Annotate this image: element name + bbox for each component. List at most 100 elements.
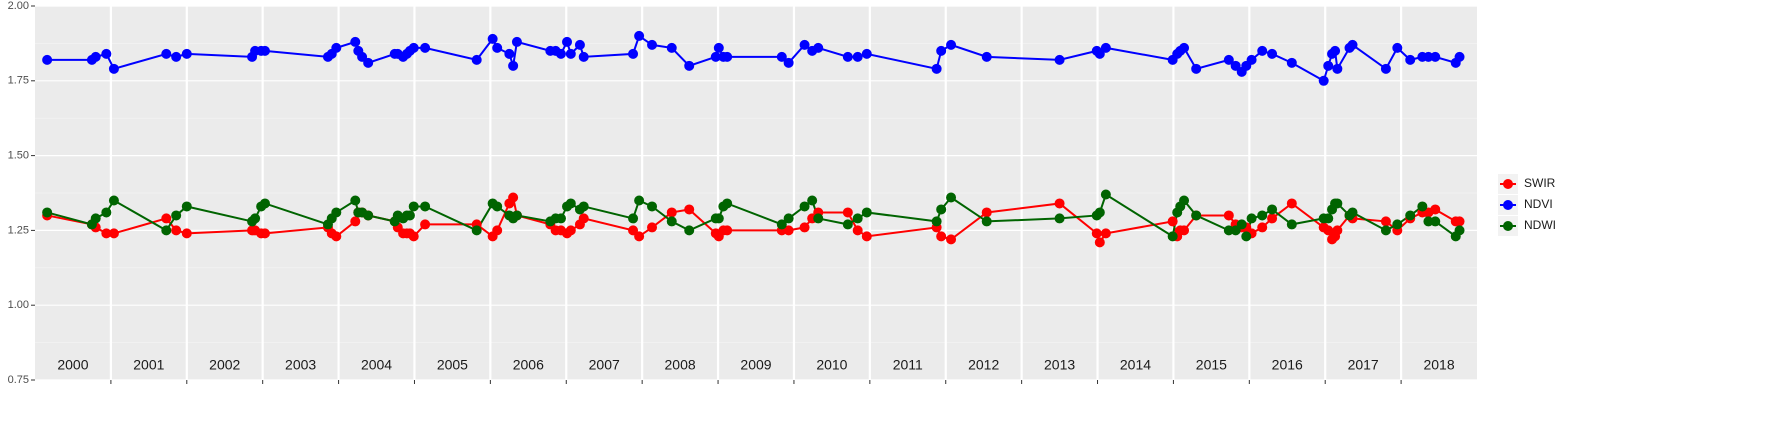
data-point bbox=[1257, 45, 1268, 56]
data-point bbox=[861, 231, 872, 242]
year-label: 2018 bbox=[1423, 357, 1454, 373]
data-point bbox=[578, 213, 589, 224]
data-point bbox=[108, 63, 119, 74]
year-label: 2009 bbox=[740, 357, 771, 373]
data-point bbox=[852, 51, 863, 62]
data-point bbox=[408, 201, 419, 212]
data-point bbox=[161, 48, 172, 59]
data-point bbox=[1430, 204, 1441, 215]
data-point bbox=[42, 54, 53, 65]
data-point bbox=[722, 198, 733, 209]
data-point bbox=[511, 210, 522, 221]
data-point bbox=[1347, 207, 1358, 218]
data-point bbox=[647, 201, 658, 212]
data-point bbox=[1054, 213, 1065, 224]
year-label: 2008 bbox=[665, 357, 696, 373]
data-point bbox=[161, 225, 172, 236]
data-point bbox=[250, 213, 261, 224]
data-point bbox=[1179, 42, 1190, 53]
data-point bbox=[1100, 228, 1111, 239]
data-point bbox=[574, 39, 585, 50]
data-point bbox=[508, 192, 519, 203]
year-label: 2011 bbox=[893, 357, 923, 373]
data-point bbox=[1167, 231, 1178, 242]
year-label: 2002 bbox=[209, 357, 240, 373]
data-point bbox=[1223, 210, 1234, 221]
data-point bbox=[1332, 63, 1343, 74]
year-label: 2016 bbox=[1272, 357, 1303, 373]
y-tick-label: 1.25 bbox=[8, 224, 29, 236]
data-point bbox=[1236, 219, 1247, 230]
data-point bbox=[628, 48, 639, 59]
data-point bbox=[628, 213, 639, 224]
y-tick-label: 1.50 bbox=[8, 150, 29, 162]
data-point bbox=[404, 210, 415, 221]
data-point bbox=[42, 207, 53, 218]
data-point bbox=[101, 228, 112, 239]
year-label: 2005 bbox=[437, 357, 468, 373]
data-point bbox=[181, 201, 192, 212]
data-point bbox=[1223, 225, 1234, 236]
year-label: 2017 bbox=[1348, 357, 1379, 373]
data-point bbox=[1267, 48, 1278, 59]
data-point bbox=[1054, 54, 1065, 65]
data-point bbox=[363, 57, 374, 68]
data-point bbox=[713, 213, 724, 224]
data-point bbox=[946, 39, 957, 50]
data-point bbox=[783, 213, 794, 224]
data-point bbox=[565, 225, 576, 236]
data-point bbox=[555, 213, 566, 224]
data-point bbox=[101, 48, 112, 59]
data-point bbox=[420, 219, 431, 230]
data-point bbox=[578, 51, 589, 62]
data-point bbox=[1091, 228, 1102, 239]
data-point bbox=[1257, 210, 1268, 221]
legend-key-point bbox=[1503, 221, 1513, 231]
data-point bbox=[1223, 54, 1234, 65]
data-point bbox=[408, 231, 419, 242]
y-tick-label: 2.00 bbox=[8, 0, 29, 12]
data-point bbox=[634, 195, 645, 206]
data-point bbox=[799, 201, 810, 212]
data-point bbox=[1241, 231, 1252, 242]
data-point bbox=[783, 225, 794, 236]
legend-key-point bbox=[1503, 179, 1513, 189]
data-point bbox=[1267, 213, 1278, 224]
year-label: 2000 bbox=[57, 357, 88, 373]
year-label: 2006 bbox=[513, 357, 544, 373]
data-point bbox=[936, 204, 947, 215]
data-point bbox=[722, 225, 733, 236]
data-point bbox=[783, 57, 794, 68]
data-point bbox=[936, 231, 947, 242]
data-point bbox=[1423, 216, 1434, 227]
data-point bbox=[946, 234, 957, 245]
data-point bbox=[981, 51, 992, 62]
data-point bbox=[1380, 225, 1391, 236]
data-point bbox=[350, 216, 361, 227]
data-point bbox=[492, 201, 503, 212]
data-point bbox=[1332, 198, 1343, 209]
data-point bbox=[259, 228, 270, 239]
data-point bbox=[981, 207, 992, 218]
data-point bbox=[1191, 63, 1202, 74]
data-point bbox=[420, 201, 431, 212]
data-point bbox=[171, 225, 182, 236]
year-label: 2015 bbox=[1196, 357, 1227, 373]
legend-label: NDWI bbox=[1524, 218, 1556, 232]
year-label: 2007 bbox=[589, 357, 620, 373]
data-point bbox=[799, 39, 810, 50]
data-point bbox=[1267, 204, 1278, 215]
data-point bbox=[1100, 189, 1111, 200]
data-point bbox=[1257, 222, 1268, 233]
data-point bbox=[1094, 207, 1105, 218]
data-point bbox=[852, 225, 863, 236]
data-point bbox=[931, 216, 942, 227]
data-point bbox=[101, 207, 112, 218]
data-point bbox=[565, 48, 576, 59]
data-point bbox=[1191, 210, 1202, 221]
data-point bbox=[1392, 42, 1403, 53]
data-point bbox=[1179, 225, 1190, 236]
data-point bbox=[842, 207, 853, 218]
data-point bbox=[1347, 39, 1358, 50]
